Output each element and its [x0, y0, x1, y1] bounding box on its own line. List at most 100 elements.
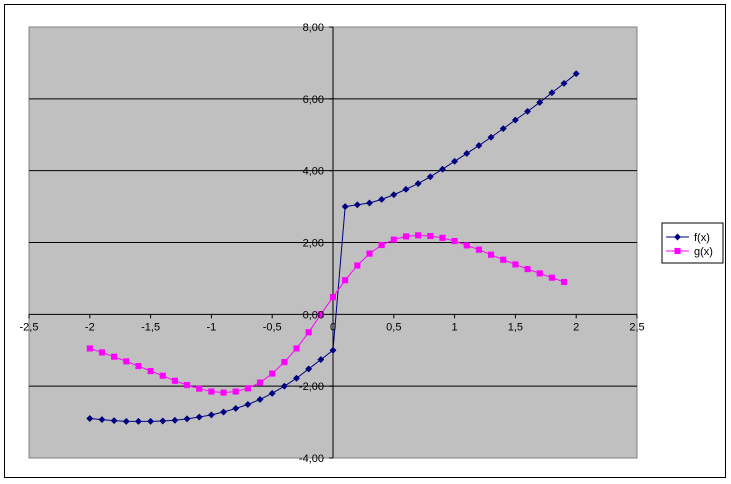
tick-layer: -2,5 -2 -1,5 -1 -0,5 0 0,5 1 1,5 2 2,5 -4,00 -2,00 0,…: [20, 22, 645, 465]
x-tick-label: -1,5: [141, 321, 160, 333]
data-point: [329, 294, 337, 301]
data-point: [123, 358, 130, 365]
legend-box: [661, 222, 724, 264]
data-point: [365, 199, 374, 207]
y-tick-label: -4,00: [299, 453, 324, 465]
legend-marker: [673, 233, 682, 241]
data-point: [183, 415, 191, 423]
data-point: [256, 379, 264, 386]
y-tick-label: -2,00: [299, 381, 324, 393]
data-point: [232, 404, 240, 412]
data-point: [512, 261, 519, 268]
data-point: [366, 250, 373, 257]
data-point: [475, 246, 482, 253]
data-point: [438, 165, 446, 173]
x-tick-label: -2,5: [20, 321, 39, 333]
data-point: [135, 363, 142, 370]
data-point: [147, 417, 155, 425]
data-point: [317, 356, 325, 364]
data-point: [378, 195, 386, 203]
data-point: [207, 411, 215, 419]
data-point: [415, 232, 422, 239]
data-point: [305, 365, 313, 373]
data-point: [256, 395, 264, 404]
data-point: [560, 79, 568, 87]
data-point: [86, 345, 93, 352]
data-point: [195, 413, 203, 421]
data-point: [134, 417, 142, 425]
data-point: [402, 185, 410, 193]
legend-marker: [674, 247, 681, 255]
data-point: [426, 173, 434, 181]
data-point: [317, 311, 324, 318]
legend-label: f(x): [694, 232, 710, 244]
data-point: [268, 389, 276, 397]
data-point: [439, 234, 446, 241]
data-point: [390, 191, 398, 199]
x-tick-label: 0: [330, 321, 336, 333]
data-point: [536, 270, 543, 277]
data-point: [196, 385, 203, 392]
data-point: [159, 417, 167, 425]
data-point: [475, 141, 483, 150]
data-point: [329, 346, 337, 354]
y-tick-label: 0,00: [303, 309, 324, 321]
data-point: [110, 417, 118, 425]
legend-items: f(x) g(x): [666, 232, 713, 258]
data-point: [98, 416, 106, 424]
data-point: [244, 400, 252, 409]
data-point: [269, 370, 276, 377]
data-point: [220, 389, 227, 396]
series-layer: [86, 70, 580, 425]
x-tick-label: 1: [452, 321, 458, 333]
x-tick-label: 1,5: [508, 321, 523, 333]
data-point: [548, 274, 555, 281]
y-tick-label: 6,00: [303, 94, 324, 106]
y-tick-label: 2,00: [303, 238, 324, 250]
data-point: [499, 125, 507, 133]
data-point: [414, 180, 422, 188]
data-point: [427, 232, 434, 240]
data-point: [341, 203, 349, 211]
x-tick-label: 2: [573, 321, 579, 333]
data-point: [353, 201, 361, 209]
series-g: [86, 232, 568, 396]
data-point: [98, 349, 106, 356]
x-tick-label: 0,5: [386, 321, 401, 333]
data-point: [159, 372, 166, 379]
data-point: [402, 233, 410, 240]
data-point: [305, 329, 312, 336]
data-point: [524, 107, 532, 115]
data-point: [111, 353, 118, 360]
data-point: [487, 133, 495, 141]
data-point: [220, 408, 228, 416]
chart-svg: -2,5 -2 -1,5 -1 -0,5 0 0,5 1 1,5 2 2,5 -4,00 -2,00 0,…: [20, 22, 724, 465]
data-point: [488, 251, 495, 258]
data-point: [548, 89, 556, 97]
data-point: [208, 388, 215, 395]
data-point: [572, 70, 580, 78]
data-point: [378, 241, 385, 249]
data-point: [463, 149, 471, 157]
legend-label: g(x): [694, 246, 713, 258]
data-point: [147, 368, 154, 375]
data-point: [122, 417, 130, 425]
data-point: [524, 266, 531, 273]
y-tick-label: 8,00: [303, 22, 324, 34]
data-point: [511, 116, 519, 124]
data-point: [500, 256, 507, 263]
data-point: [292, 374, 301, 382]
data-point: [280, 382, 288, 390]
y-tick-label: 4,00: [303, 166, 324, 178]
data-point: [171, 416, 179, 424]
data-point: [342, 277, 349, 284]
data-point: [536, 98, 544, 106]
chart-frame: -2,5 -2 -1,5 -1 -0,5 0 0,5 1 1,5 2 2,5 -4,00 -2,00 0,…: [4, 4, 726, 478]
x-tick-label: 2,5: [629, 321, 644, 333]
data-point: [184, 382, 191, 389]
data-point: [281, 359, 288, 366]
data-point: [354, 262, 361, 269]
x-tick-label: -1: [207, 321, 217, 333]
data-point: [244, 385, 251, 392]
x-tick-label: -0,5: [263, 321, 282, 333]
